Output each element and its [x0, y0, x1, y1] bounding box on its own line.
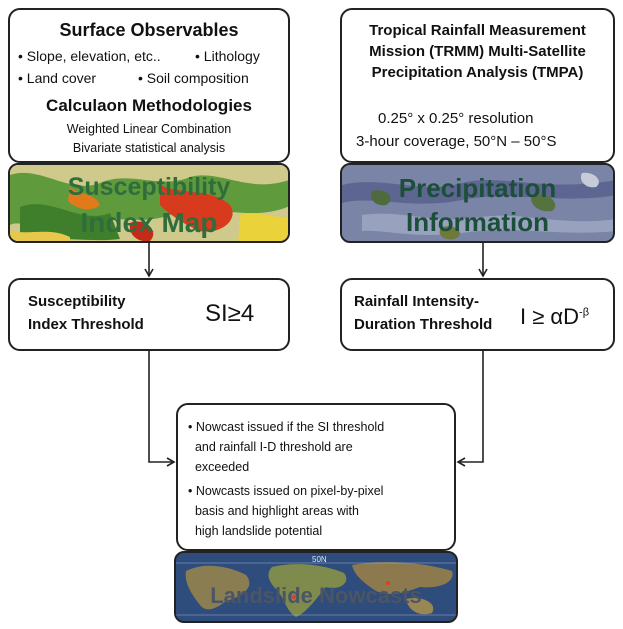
surface-observables-title: Surface Observables [59, 20, 239, 40]
bullet-soil: • Soil composition [138, 70, 249, 86]
precipitation-map-title-2: Information [406, 207, 549, 237]
susceptibility-map-title-2: Index Map [80, 207, 218, 238]
rainfall-threshold-box: Rainfall Intensity- Duration Threshold I… [340, 278, 615, 351]
precipitation-information-map: Precipitation Information [340, 163, 615, 243]
surface-observables-box: Surface Observables • Slope, elevation, … [8, 8, 290, 163]
tmpa-resolution: 0.25° x 0.25° resolution [378, 110, 534, 127]
nowcast-bullet-1: • Nowcast issued if the SI threshold and… [188, 420, 385, 474]
si-threshold-line-2: Index Threshold [28, 316, 144, 333]
arrow-si-to-nowcast [148, 351, 176, 467]
tmpa-box: Tropical Rainfall Measurement Mission (T… [340, 8, 615, 163]
bullet-landcover-text: Land cover [26, 70, 97, 86]
bullet-lithology-text: Lithology [203, 48, 260, 64]
methodologies-title: Calculaon Methodologies [46, 96, 252, 115]
nowcast-bullet-1-l3: exceeded [194, 460, 250, 474]
nowcast-bullet-2-l3: high landslide potential [194, 524, 323, 538]
rainfall-threshold-line-2: Duration Threshold [354, 316, 493, 333]
landslide-map-image [176, 553, 456, 621]
si-threshold-box: Susceptibility Index Threshold SI≥4 [8, 278, 290, 351]
tmpa-line-3: Precipitation Analysis (TMPA) [371, 64, 584, 81]
arrow-rain-to-nowcast [456, 351, 484, 467]
landslide-map-title: Landslide Nowcasts [210, 583, 422, 608]
method-weighted-b: Linear Combination [122, 122, 232, 136]
nowcast-bullet-2-l1: Nowcasts issued on pixel-by-pixel [195, 484, 384, 498]
nowcast-bullet-2: • Nowcasts issued on pixel-by-pixel basi… [188, 484, 384, 538]
nowcast-criteria-box: • Nowcast issued if the SI threshold and… [176, 403, 456, 551]
tmpa-line-2: Mission (TRMM) Multi-Satellite [369, 43, 586, 60]
tmpa-line-1: Tropical Rainfall Measurement [369, 22, 586, 39]
precipitation-map-image [342, 165, 613, 241]
tmpa-coverage: 3-hour coverage, 50°N – 50°S [356, 133, 557, 150]
rainfall-formula-exponent: -β [579, 306, 590, 319]
bullet-slope-text: Slope, elevation, etc.. [26, 48, 161, 64]
si-threshold-line-1: Susceptibility [28, 293, 126, 310]
rainfall-threshold-formula: I ≥ αD-β [520, 304, 589, 330]
method-bivariate: Bivariate statistical analysis [72, 141, 226, 155]
nowcast-bullet-2-l2: basis and highlight areas with [194, 504, 359, 518]
nowcast-bullet-1-l1: Nowcast issued if the SI threshold [195, 420, 385, 434]
bullet-landcover: • Land cover [18, 70, 97, 86]
bullet-lithology: • Lithology [195, 48, 260, 64]
landslide-nowcasts-map: 50N Landslide Nowcasts [174, 551, 458, 623]
si-threshold-formula: SI≥4 [205, 300, 255, 327]
precipitation-map-title-1: Precipitation [398, 173, 557, 203]
rainfall-formula-main: I ≥ αD [520, 304, 580, 329]
landslide-map-lat-label: 50N [312, 555, 327, 564]
susceptibility-index-map: Susceptibility Index Map [8, 163, 290, 243]
susceptibility-map-title-1: Susceptibility [67, 173, 231, 201]
method-weighted-a: Weighted [66, 122, 120, 136]
bullet-slope: • Slope, elevation, etc.. [18, 48, 161, 64]
bullet-soil-text: Soil composition [146, 70, 249, 86]
method-weighted: Weighted Linear Combination [10, 122, 288, 136]
susceptibility-map-image [10, 165, 288, 241]
nowcast-bullet-1-l2: and rainfall I-D threshold are [194, 440, 353, 454]
rainfall-threshold-line-1: Rainfall Intensity- [354, 293, 480, 310]
